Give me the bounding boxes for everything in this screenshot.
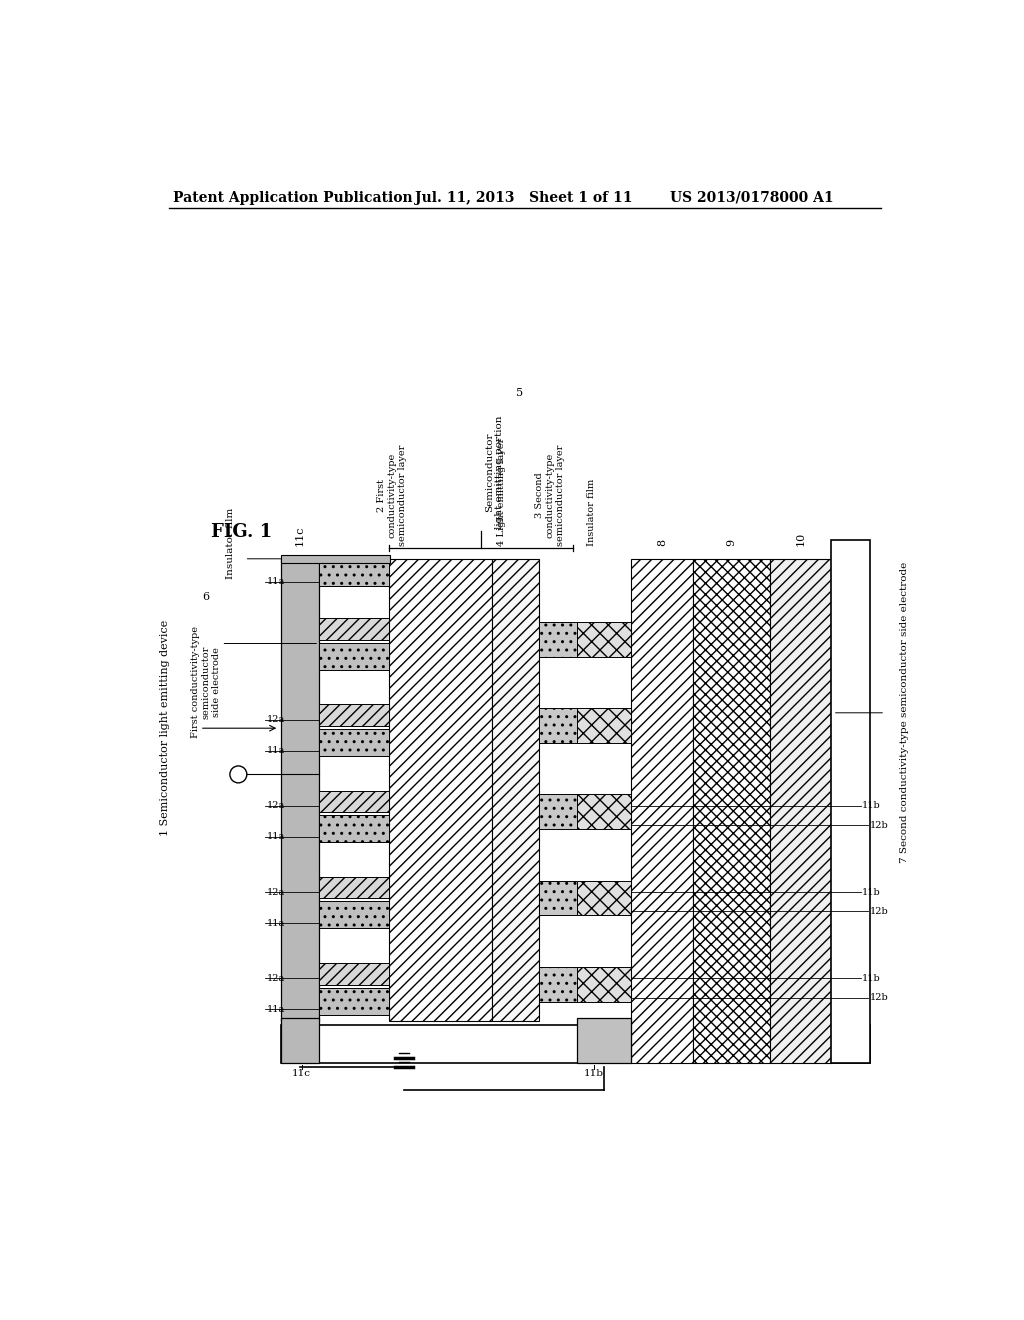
Bar (578, 968, 631, 1002)
Text: 11b: 11b (862, 974, 881, 983)
Text: 11c: 11c (292, 1069, 311, 1077)
Bar (319, 729, 388, 756)
Bar (319, 902, 388, 928)
Bar (319, 987, 388, 1015)
Text: 11b: 11b (584, 1069, 604, 1077)
Text: Patent Application Publication: Patent Application Publication (173, 191, 413, 205)
Bar (281, 554, 390, 562)
Text: 11c: 11c (295, 525, 305, 545)
Text: 2 First
conductivity-type
semiconductor layer: 2 First conductivity-type semiconductor … (378, 445, 408, 545)
Text: 12a: 12a (267, 801, 285, 810)
Bar (578, 708, 631, 743)
Bar (578, 1019, 631, 1063)
Bar (578, 622, 631, 656)
Text: 12a: 12a (267, 715, 285, 725)
Bar (319, 618, 388, 640)
Bar (578, 795, 631, 829)
Bar (319, 643, 388, 669)
Bar (281, 1024, 869, 1063)
Text: 11a: 11a (267, 577, 285, 586)
Bar (319, 791, 388, 812)
Bar (281, 558, 319, 1020)
Bar (539, 880, 578, 915)
Text: 8: 8 (656, 539, 667, 545)
Bar (281, 1019, 319, 1063)
Bar (388, 558, 493, 1020)
Text: 7 Second conductivity-type semiconductor side electrode: 7 Second conductivity-type semiconductor… (900, 562, 909, 863)
Text: 1 Semiconductor light emitting device: 1 Semiconductor light emitting device (160, 620, 170, 837)
Text: 11b: 11b (862, 801, 881, 810)
Text: 11a: 11a (267, 1005, 285, 1014)
Text: Insulator film: Insulator film (587, 478, 596, 545)
Bar (539, 622, 578, 656)
Bar (692, 558, 770, 1063)
Bar (539, 968, 578, 1002)
Text: 12b: 12b (869, 907, 889, 916)
Text: First conductivity-type
semiconductor
side electrode: First conductivity-type semiconductor si… (191, 626, 221, 738)
Text: 12a: 12a (267, 974, 285, 983)
Bar (319, 816, 388, 842)
Text: US 2013/0178000 A1: US 2013/0178000 A1 (670, 191, 834, 205)
Text: 11a: 11a (267, 833, 285, 841)
Text: Insulator film: Insulator film (226, 508, 236, 579)
Bar (319, 558, 388, 586)
Bar (578, 880, 631, 915)
Text: 3 Second
conductivity-type
semiconductor layer: 3 Second conductivity-type semiconductor… (536, 445, 565, 545)
Bar (831, 540, 869, 1063)
Text: 6: 6 (203, 593, 210, 602)
Bar (493, 558, 539, 1020)
Text: 11b: 11b (862, 888, 881, 896)
Text: 10: 10 (796, 532, 806, 545)
Text: 12b: 12b (869, 821, 889, 830)
Text: Jul. 11, 2013   Sheet 1 of 11: Jul. 11, 2013 Sheet 1 of 11 (416, 191, 633, 205)
Text: 11a: 11a (267, 746, 285, 755)
Text: 9: 9 (726, 539, 736, 545)
Text: Semiconductor
light emitting portion: Semiconductor light emitting portion (485, 416, 505, 529)
Text: 4 Light emitting layer: 4 Light emitting layer (498, 437, 506, 545)
Bar (770, 558, 831, 1063)
Bar (319, 705, 388, 726)
Text: 5: 5 (516, 388, 523, 397)
Text: 12a: 12a (267, 888, 285, 896)
Bar (631, 558, 692, 1063)
Text: 11a: 11a (267, 919, 285, 928)
Text: 12b: 12b (869, 993, 889, 1002)
Bar (319, 876, 388, 899)
Text: FIG. 1: FIG. 1 (211, 523, 272, 541)
Bar (319, 964, 388, 985)
Bar (539, 795, 578, 829)
Bar (539, 708, 578, 743)
